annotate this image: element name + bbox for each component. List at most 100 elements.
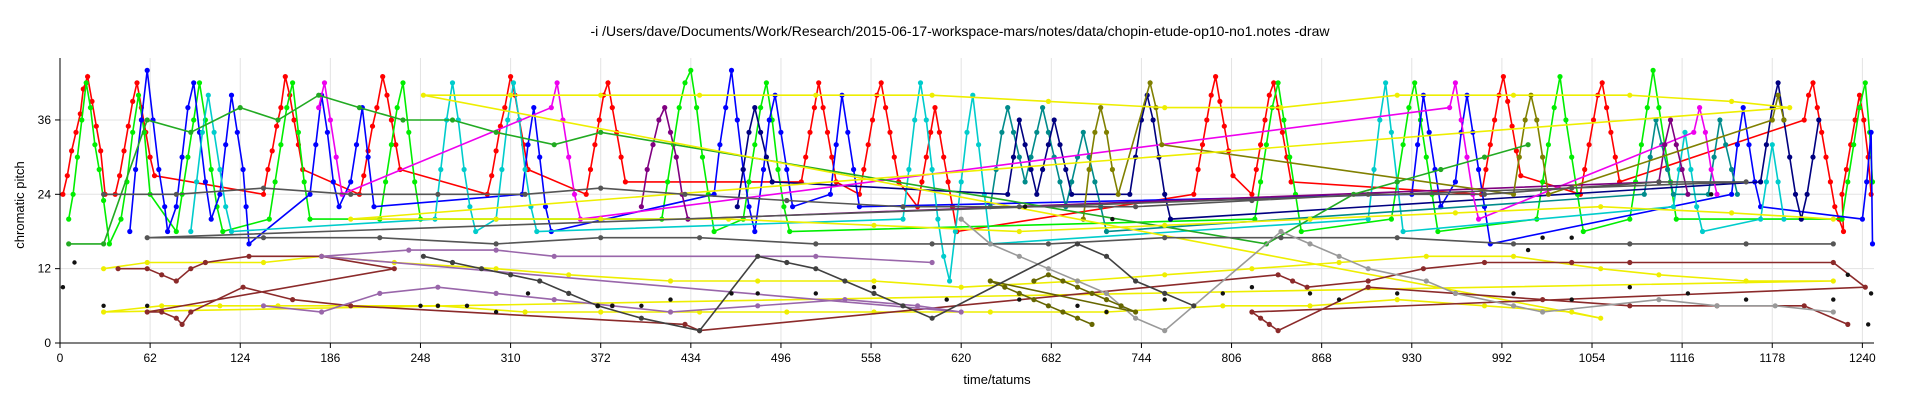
note-point: [1830, 309, 1836, 315]
note-point: [101, 191, 107, 197]
note-point: [1028, 154, 1034, 160]
note-point: [784, 197, 790, 204]
note-point: [1420, 266, 1426, 272]
note-point: [1045, 241, 1051, 247]
note-point: [1262, 117, 1268, 123]
note-point: [260, 303, 267, 309]
note-point: [327, 117, 333, 123]
note-point: [1513, 148, 1519, 154]
note-point: [1627, 259, 1633, 266]
note-point: [121, 148, 127, 154]
note-point: [1699, 228, 1706, 235]
x-tick-label: 434: [681, 351, 701, 365]
note-point: [1814, 105, 1820, 111]
note-point: [438, 166, 444, 173]
note-point: [1688, 166, 1694, 173]
note-point: [98, 148, 104, 154]
note-point: [101, 241, 107, 247]
note-point: [384, 92, 390, 98]
note-point: [278, 142, 284, 148]
note-point: [1412, 80, 1418, 86]
note-point: [1118, 303, 1124, 309]
note-point: [377, 235, 383, 241]
note-point: [1394, 179, 1400, 185]
chart-title: -i /Users/dave/Documents/Work/Research/2…: [591, 23, 1331, 39]
note-point: [1220, 303, 1226, 309]
note-point: [760, 166, 767, 173]
note-point: [944, 297, 949, 302]
note-point: [361, 173, 367, 179]
note-point: [1685, 291, 1691, 296]
note-point: [1423, 154, 1429, 160]
note-point: [1103, 253, 1110, 259]
note-point: [813, 291, 818, 296]
x-tick-label: 1116: [1670, 351, 1695, 365]
note-point: [1801, 117, 1807, 123]
series-line: [118, 255, 1868, 332]
series-line: [263, 249, 962, 313]
note-point: [321, 80, 328, 86]
note-point: [1415, 142, 1421, 148]
note-point: [316, 105, 322, 111]
note-point: [694, 105, 700, 111]
x-tick-label: 620: [951, 351, 971, 365]
note-point: [923, 154, 929, 160]
note-point: [813, 92, 819, 98]
note-point: [101, 266, 107, 272]
note-point: [1525, 247, 1531, 253]
note-point: [412, 179, 418, 185]
note-point: [1476, 166, 1482, 173]
note-point: [1253, 166, 1259, 173]
note-point: [1162, 272, 1168, 278]
note-point: [1045, 98, 1051, 104]
note-point: [667, 278, 674, 284]
note-point: [467, 204, 473, 210]
note-point: [1769, 117, 1775, 123]
note-point: [1452, 290, 1458, 296]
note-point: [1598, 204, 1604, 210]
note-point: [202, 259, 208, 266]
note-point: [60, 191, 66, 197]
note-point: [542, 204, 549, 210]
note-point: [1199, 142, 1206, 148]
note-point: [1729, 166, 1735, 173]
note-point: [1016, 228, 1022, 235]
note-point: [598, 185, 604, 191]
note-point: [1763, 179, 1769, 185]
note-point: [861, 166, 867, 173]
note-point: [936, 129, 943, 135]
note-point: [935, 216, 941, 222]
note-point: [284, 105, 290, 111]
note-point: [1743, 241, 1749, 247]
note-point: [1582, 166, 1588, 173]
note-point: [1388, 216, 1394, 222]
series-14: [958, 216, 1836, 334]
note-point: [1845, 272, 1851, 277]
note-point: [829, 154, 835, 160]
note-point: [1569, 259, 1575, 266]
note-point: [1103, 228, 1110, 235]
note-point: [1010, 154, 1017, 160]
note-point: [1365, 216, 1371, 222]
note-point: [420, 92, 426, 98]
note-point: [106, 241, 112, 247]
note-point: [1365, 191, 1371, 197]
note-point: [115, 266, 121, 272]
note-point: [246, 253, 252, 259]
note-point: [1220, 291, 1226, 296]
note-point: [1627, 216, 1633, 222]
note-point: [307, 216, 313, 222]
note-point: [499, 166, 505, 173]
note-point: [531, 105, 537, 111]
note-point: [566, 290, 572, 296]
note-point: [493, 148, 499, 154]
note-point: [371, 204, 377, 210]
note-point: [400, 80, 406, 86]
note-point: [420, 253, 426, 259]
note-point: [746, 204, 752, 210]
note-point: [1534, 117, 1540, 123]
note-point: [319, 309, 325, 315]
note-point: [928, 129, 934, 135]
note-point: [598, 235, 604, 241]
note-point: [217, 303, 223, 309]
